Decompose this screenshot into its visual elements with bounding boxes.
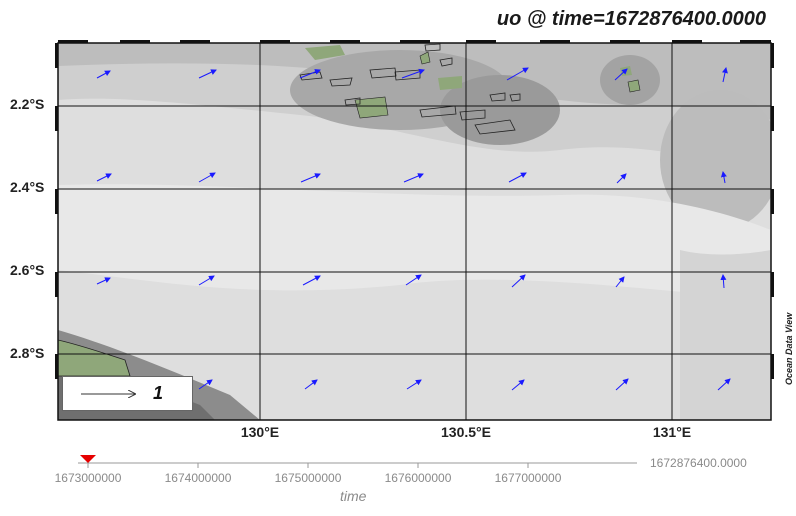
vector-arrow	[720, 171, 727, 184]
vector-scale-legend: 1	[62, 376, 193, 411]
grid-lines	[58, 43, 771, 420]
legend-arrow-icon	[81, 377, 155, 410]
lat-label: 2.6°S	[10, 262, 45, 278]
vector-arrow	[614, 68, 628, 81]
vector-arrow	[96, 70, 111, 79]
map-title: uo @ time=1672876400.0000	[496, 8, 766, 30]
vector-arrow	[405, 274, 422, 286]
vector-arrow	[406, 379, 422, 390]
vector-arrow	[717, 378, 731, 391]
vector-arrow	[511, 379, 525, 391]
vector-arrow	[615, 378, 629, 391]
vector-arrow	[511, 274, 526, 288]
time-current-value: 1672876400.0000	[650, 456, 747, 470]
vector-arrow	[506, 67, 529, 81]
vector-arrow	[198, 172, 216, 183]
time-tick-label: 1677000000	[494, 471, 562, 485]
vector-arrow	[720, 274, 727, 289]
vector-arrow	[616, 173, 627, 184]
lat-label: 2.2°S	[10, 96, 45, 112]
time-tick-label: 1673000000	[54, 471, 122, 485]
lon-label: 130°E	[240, 424, 280, 440]
velocity-vectors	[96, 67, 731, 391]
time-marker-icon	[80, 455, 96, 463]
vector-arrow	[722, 67, 728, 83]
time-tick-label: 1676000000	[384, 471, 452, 485]
lon-label: 131°E	[652, 424, 692, 440]
vector-arrow	[401, 68, 425, 79]
lon-label: 130.5°E	[441, 424, 491, 440]
vector-arrow	[96, 277, 111, 285]
frame-ticks	[55, 40, 774, 379]
vector-arrow	[300, 173, 321, 183]
vector-arrow	[304, 379, 318, 390]
vector-arrow	[403, 173, 424, 183]
vector-arrow	[198, 275, 215, 286]
contour-field	[58, 43, 771, 420]
ocean-data-view-credit: Ocean Data View	[784, 312, 794, 385]
vector-arrow	[198, 69, 217, 79]
vector-arrow	[302, 275, 321, 286]
time-tick-label: 1675000000	[274, 471, 342, 485]
vector-arrow	[198, 379, 213, 390]
time-slider[interactable]	[78, 455, 637, 468]
vector-arrow	[96, 173, 112, 182]
time-axis-label: time	[340, 488, 367, 504]
vector-arrow	[615, 276, 625, 288]
vector-arrow	[508, 172, 527, 183]
legend-value: 1	[153, 383, 164, 403]
lat-label: 2.8°S	[10, 345, 45, 361]
time-tick-label: 1674000000	[164, 471, 232, 485]
vector-arrow	[299, 69, 321, 79]
lat-label: 2.4°S	[10, 179, 45, 195]
